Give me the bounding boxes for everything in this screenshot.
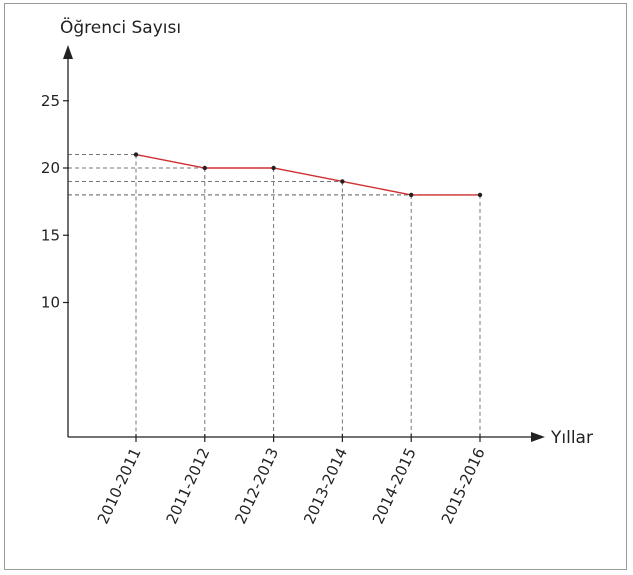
x-tick-label: 2014-2015 (369, 445, 420, 527)
axes: Öğrenci Sayısı Yıllar (60, 16, 593, 448)
y-axis-arrow-icon (63, 45, 73, 59)
series-polyline (135, 153, 480, 196)
y-tick-label: 10 (41, 294, 60, 312)
x-tick-label: 2013-2014 (300, 445, 351, 527)
data-point (202, 165, 207, 171)
data-point (133, 152, 139, 157)
x-tick-label: 2010-2011 (94, 445, 145, 527)
series-line (135, 153, 480, 196)
x-axis-label: Yıllar (550, 428, 593, 448)
y-axis-label: Öğrenci Sayısı (60, 16, 181, 38)
x-tick-label: 2011-2012 (163, 445, 214, 527)
data-points (133, 152, 483, 198)
y-tick-label: 25 (41, 92, 60, 110)
x-tick-label: 2015-2016 (438, 445, 489, 527)
guide-lines (68, 154, 481, 437)
data-point (477, 192, 483, 198)
data-point (409, 192, 414, 198)
y-ticks: 10 15 20 25 (41, 92, 69, 312)
data-point (271, 165, 276, 171)
chart-frame (4, 3, 627, 570)
x-axis-arrow-icon (531, 432, 545, 442)
data-point (340, 179, 345, 184)
x-ticks: 2010-2011 2011-2012 2012-2013 2013-2014 2014… (94, 434, 489, 527)
y-tick-label: 15 (41, 226, 60, 244)
x-tick-label: 2012-2013 (231, 445, 282, 527)
y-tick-label: 20 (41, 159, 60, 177)
